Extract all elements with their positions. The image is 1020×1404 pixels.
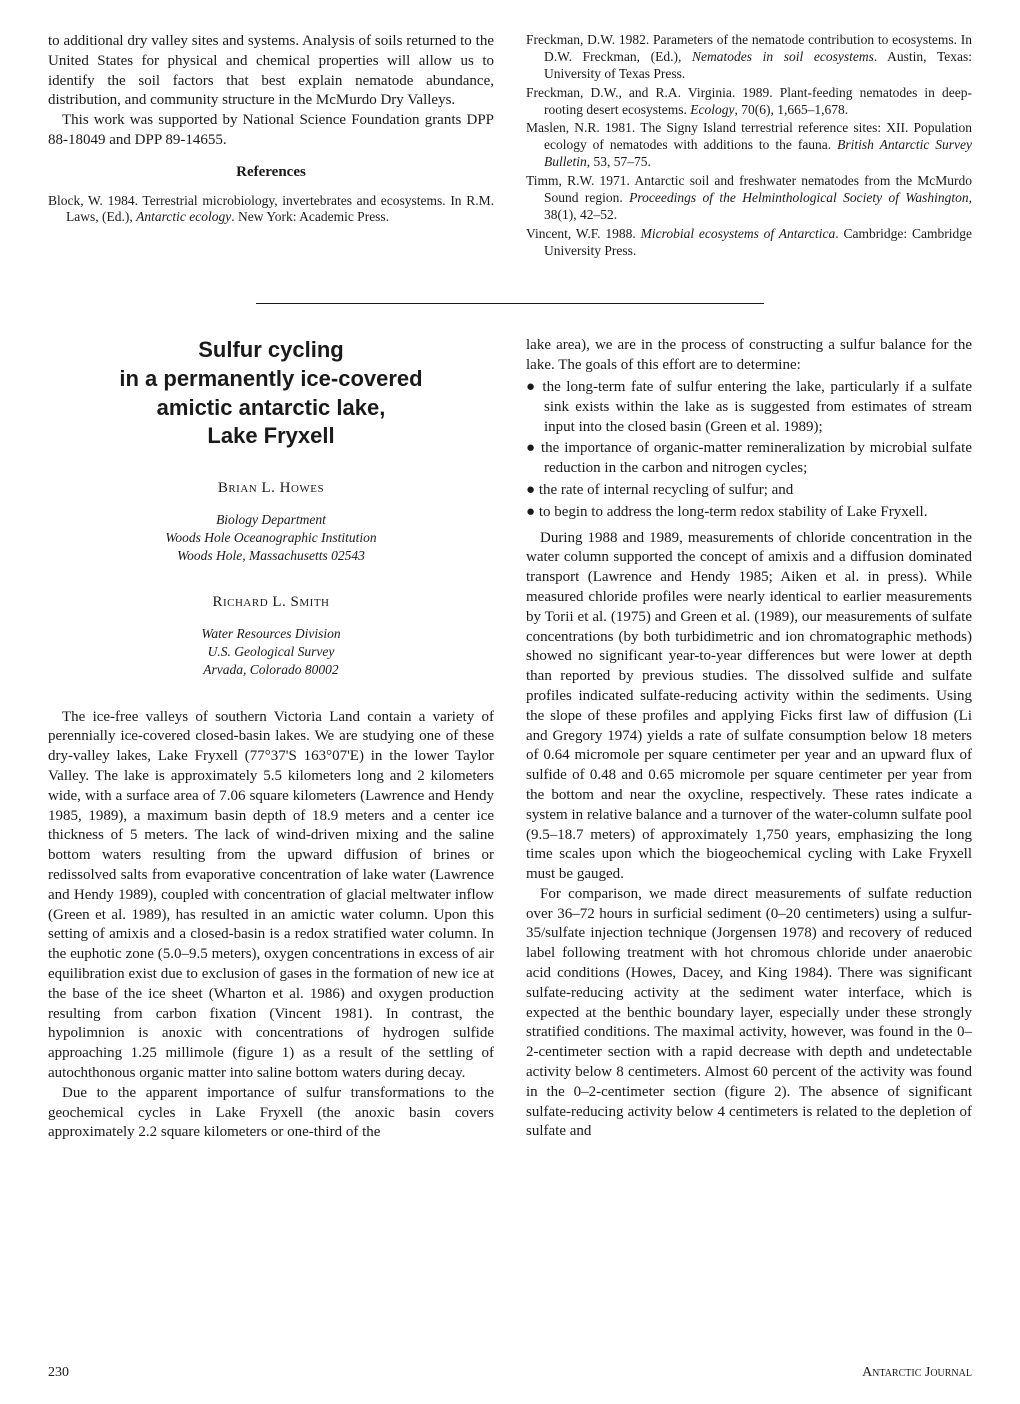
body-para: During 1988 and 1989, measurements of ch… xyxy=(526,529,972,885)
journal-name: Antarctic Journal xyxy=(862,1364,972,1382)
body-para: Due to the apparent importance of sulfur… xyxy=(48,1084,494,1143)
reference-item: Block, W. 1984. Terrestrial microbiology… xyxy=(48,193,494,227)
affiliation-1: Biology DepartmentWoods Hole Oceanograph… xyxy=(48,511,494,566)
reference-item: Timm, R.W. 1971. Antarctic soil and fres… xyxy=(526,173,972,224)
body-para: lake area), we are in the process of con… xyxy=(526,336,972,376)
section-divider xyxy=(256,303,764,304)
top-right-column: Freckman, D.W. 1982. Parameters of the n… xyxy=(526,32,972,261)
reference-item: Freckman, D.W., and R.A. Virginia. 1989.… xyxy=(526,85,972,119)
reference-item: Freckman, D.W. 1982. Parameters of the n… xyxy=(526,32,972,83)
references-heading: References xyxy=(48,163,494,183)
article-right-column: lake area), we are in the process of con… xyxy=(526,336,972,1143)
article-columns: Sulfur cyclingin a permanently ice-cover… xyxy=(48,336,972,1143)
goal-item: the rate of internal recycling of sulfur… xyxy=(526,481,972,501)
top-columns: to additional dry valley sites and syste… xyxy=(48,32,972,261)
goal-item: the long-term fate of sulfur entering th… xyxy=(526,378,972,437)
body-para: The ice-free valleys of southern Victori… xyxy=(48,708,494,1084)
top-para-1: to additional dry valley sites and syste… xyxy=(48,32,494,111)
goals-list: the long-term fate of sulfur entering th… xyxy=(526,378,972,523)
reference-item: Vincent, W.F. 1988. Microbial ecosystems… xyxy=(526,226,972,260)
article-left-column: Sulfur cyclingin a permanently ice-cover… xyxy=(48,336,494,1143)
top-left-column: to additional dry valley sites and syste… xyxy=(48,32,494,261)
reference-item: Maslen, N.R. 1981. The Signy Island terr… xyxy=(526,120,972,171)
author-1: Brian L. Howes xyxy=(48,479,494,499)
page-number: 230 xyxy=(48,1364,69,1382)
author-2: Richard L. Smith xyxy=(48,593,494,613)
top-para-2: This work was supported by National Scie… xyxy=(48,111,494,151)
goal-item: to begin to address the long-term redox … xyxy=(526,503,972,523)
top-section: to additional dry valley sites and syste… xyxy=(48,32,972,281)
goal-item: the importance of organic-matter reminer… xyxy=(526,439,972,479)
page-footer: 230 Antarctic Journal xyxy=(48,1364,972,1382)
article-title: Sulfur cyclingin a permanently ice-cover… xyxy=(48,336,494,450)
body-para: For comparison, we made direct measureme… xyxy=(526,885,972,1142)
affiliation-2: Water Resources DivisionU.S. Geological … xyxy=(48,625,494,680)
